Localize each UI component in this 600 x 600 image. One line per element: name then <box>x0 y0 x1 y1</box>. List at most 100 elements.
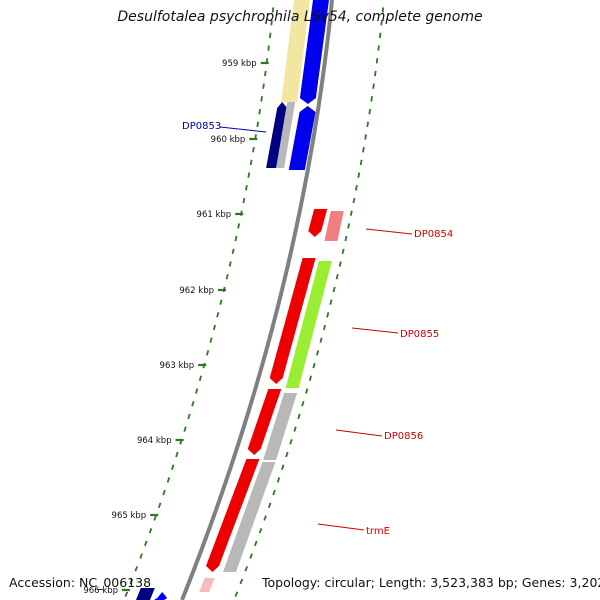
ruler-dot-right <box>312 362 316 369</box>
topology-summary: Topology: circular; Length: 3,523,383 bp… <box>262 575 600 590</box>
ruler-dot-right <box>272 489 276 496</box>
ruler-dot-left <box>148 527 153 534</box>
gene-label[interactable]: DP0854 <box>414 229 453 240</box>
ruler-dot-left <box>264 70 267 77</box>
ruler-dot-left <box>237 223 241 229</box>
gene-label-leader <box>317 523 365 531</box>
map-title: Desulfotalea psychrophila LSv54, complet… <box>117 9 483 25</box>
ruler-dot-left <box>268 32 272 39</box>
feature-layer <box>136 0 344 600</box>
ruler-dot-right <box>380 19 383 26</box>
ruler-dot-right <box>267 502 272 509</box>
ruler-dot-left <box>219 299 223 305</box>
ruler-dot-left <box>249 159 253 166</box>
ruler-dot-left <box>225 273 229 280</box>
ruler-dot-right <box>381 7 385 13</box>
ruler-dot-left <box>129 578 134 585</box>
gene-label-leader <box>365 228 413 235</box>
gene-label-leader <box>219 126 267 133</box>
ruler-dot-right <box>329 299 333 305</box>
gene-label[interactable]: DP0853 <box>182 121 221 132</box>
ruler-dot-left <box>162 489 166 496</box>
ruler-dot-left <box>245 185 248 191</box>
ruler-dot-right <box>355 185 358 191</box>
ruler-dot-left <box>198 375 202 382</box>
ruler-dot-right <box>344 235 348 242</box>
feature-bar-red <box>247 389 282 455</box>
ruler-dot-right <box>319 337 323 343</box>
ruler-dot-left <box>195 388 199 394</box>
ruler-dot-left <box>134 566 139 572</box>
ruler-dot-right <box>316 350 320 356</box>
ruler-dot-left <box>252 146 255 153</box>
feature-bar-blue <box>288 106 316 170</box>
ruler-dot-right <box>370 96 373 102</box>
ruler-dot-right <box>366 121 369 128</box>
ruler-dot-right <box>293 426 297 432</box>
ruler-dot-left <box>187 413 191 420</box>
feature-bar-navy <box>136 588 155 600</box>
accession-text: Accession: NC_006138 <box>9 575 152 590</box>
labels-layer: DP0853 DP0854 DP0855 DP0856 trmE <box>182 121 453 537</box>
ruler-dot-right <box>368 108 371 115</box>
kbp-tick-label: 964 kbp <box>137 436 172 446</box>
ruler-dot-left <box>260 96 263 102</box>
ruler-dot-left <box>228 261 232 267</box>
ruler-dot-left <box>212 324 216 331</box>
ruler-dot-left <box>216 312 220 318</box>
kbp-tick-label: 962 kbp <box>179 286 214 296</box>
ruler-dot-right <box>289 439 293 445</box>
tick-marks-layer: 959 kbp 960 kbp 961 kbp 962 kbp 963 kbp 964 k… <box>83 59 269 596</box>
ruler-dot-right <box>239 578 244 585</box>
gene-label[interactable]: DP0855 <box>400 329 439 340</box>
kbp-tick-label: 966 kbp <box>83 586 118 596</box>
ruler-dot-left <box>271 7 275 13</box>
gene-label[interactable]: DP0856 <box>384 431 423 442</box>
kbp-tick-label: 960 kbp <box>211 135 246 145</box>
ruler-dot-right <box>263 515 267 521</box>
ruler-dot-left <box>171 464 175 470</box>
ruler-dot-left <box>267 45 270 51</box>
ruler-dot-right <box>249 553 253 559</box>
kbp-tick-label: 961 kbp <box>197 210 232 220</box>
ruler-dot-left <box>175 451 179 458</box>
ruler-dot-right <box>301 400 305 407</box>
feature-bar-green <box>285 261 332 388</box>
ruler-dot-left <box>258 108 261 115</box>
ruler-dot-right <box>244 566 249 572</box>
ruler-dot-right <box>332 286 336 293</box>
ruler-dot-left <box>234 235 238 242</box>
feature-bar-red <box>269 258 316 384</box>
feature-bar-gray <box>223 462 276 572</box>
ruler-dot-right <box>234 591 239 597</box>
gene-label[interactable]: trmE <box>366 526 390 537</box>
ruler-dot-right <box>364 134 367 140</box>
ruler-dot-right <box>335 273 339 280</box>
ruler-dot-right <box>297 413 301 420</box>
ruler-dot-left <box>262 83 265 89</box>
ruler-dot-right <box>308 375 312 382</box>
ruler-dot-right <box>281 464 285 470</box>
ruler-dot-right <box>357 172 361 178</box>
ruler-dot-right <box>377 45 380 51</box>
ruler-dot-left <box>124 591 129 597</box>
kbp-tick-label: 959 kbp <box>222 59 257 69</box>
ruler-dot-right <box>372 83 375 89</box>
ruler-dot-left <box>139 553 143 559</box>
ruler-dot-right <box>349 210 353 216</box>
ruler-dot-right <box>258 527 263 534</box>
ruler-dot-right <box>352 197 356 204</box>
ruler-dot-right <box>254 540 258 547</box>
ruler-dot-right <box>276 477 281 483</box>
ruler-dot-left <box>270 19 273 26</box>
gene-label-leader <box>335 429 383 437</box>
gene-label-leader <box>351 327 399 334</box>
feature-bar-red <box>206 459 260 572</box>
ruler-dot-right <box>326 312 330 318</box>
ruler-dot-left <box>191 400 195 407</box>
ruler-dot-left <box>166 477 171 483</box>
feature-bar-pink <box>324 211 344 241</box>
ruler-dot-right <box>338 261 342 267</box>
kbp-tick-label: 963 kbp <box>160 361 195 371</box>
